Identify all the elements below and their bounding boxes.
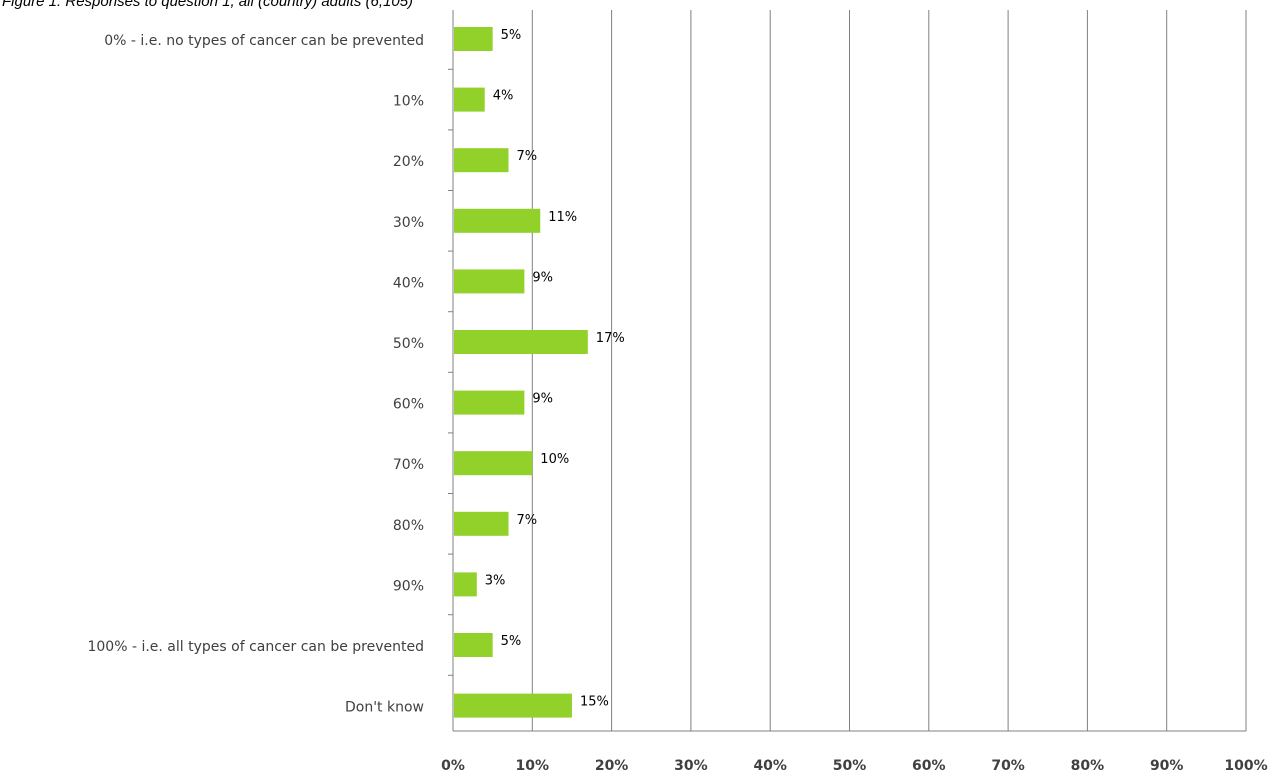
bar <box>454 390 525 415</box>
bar <box>454 330 588 354</box>
category-label: 70% <box>393 457 424 473</box>
x-tick-label: 50% <box>833 758 867 774</box>
x-tick-label: 80% <box>1071 758 1105 774</box>
x-tick-label: 10% <box>516 758 550 774</box>
category-label: Don't know <box>345 700 424 716</box>
chart-caption: Figure 1: Responses to question 1, all (… <box>2 0 414 10</box>
x-tick-label: 90% <box>1150 758 1184 774</box>
bar <box>454 148 509 173</box>
x-tick-label: 0% <box>441 758 465 774</box>
x-tick-label: 100% <box>1224 758 1267 774</box>
category-label: 80% <box>393 518 424 534</box>
category-label: 40% <box>393 275 424 291</box>
bar <box>454 269 525 294</box>
value-label: 17% <box>596 331 625 346</box>
value-label: 7% <box>517 513 538 528</box>
x-tick-labels: 0% 10% 20% 30% 40% 50% 60% 70% 80% 90% 100% <box>441 758 1268 774</box>
value-label: 9% <box>532 392 553 407</box>
value-label: 5% <box>501 28 522 43</box>
bar <box>454 27 493 51</box>
x-tick-label: 30% <box>674 758 708 774</box>
value-label: 10% <box>540 452 569 467</box>
category-label: 60% <box>393 397 424 413</box>
value-label: 15% <box>580 695 609 710</box>
x-tick-label: 60% <box>912 758 946 774</box>
bar <box>454 451 533 476</box>
value-label: 9% <box>532 270 553 285</box>
bar <box>454 511 509 536</box>
bar <box>454 208 541 233</box>
gridlines <box>531 10 1247 731</box>
category-labels: 0% - i.e. no types of cancer can be prev… <box>87 33 424 716</box>
category-label: 90% <box>393 578 424 594</box>
category-label: 50% <box>393 336 424 352</box>
category-label: 10% <box>393 94 424 110</box>
bar <box>454 693 572 718</box>
category-label: 20% <box>393 154 424 170</box>
category-axis <box>448 10 1246 732</box>
x-tick-label: 40% <box>753 758 787 774</box>
category-label: 0% - i.e. no types of cancer can be prev… <box>104 33 424 49</box>
bar <box>454 572 477 597</box>
bars <box>454 27 588 718</box>
value-labels: 5% 4% 7% 11% 9% 17% 9% 10% 7% 3% 5% 15% <box>485 28 625 710</box>
value-label: 7% <box>517 149 538 164</box>
x-tick-label: 20% <box>595 758 629 774</box>
category-label: 100% - i.e. all types of cancer can be p… <box>87 639 424 655</box>
bar <box>454 633 493 657</box>
value-label: 5% <box>501 634 522 649</box>
value-label: 3% <box>485 573 506 588</box>
value-label: 4% <box>493 89 514 104</box>
bar <box>454 87 485 112</box>
value-label: 11% <box>548 210 577 225</box>
x-tick-label: 70% <box>991 758 1025 774</box>
category-label: 30% <box>393 215 424 231</box>
